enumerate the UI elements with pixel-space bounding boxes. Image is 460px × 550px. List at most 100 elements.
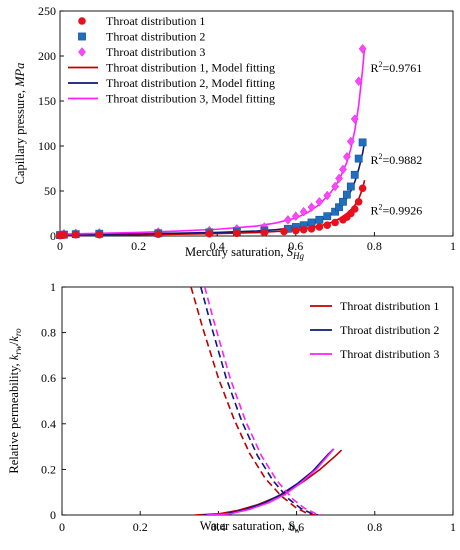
y-axis-subscript: rw [13,345,23,355]
data-point-diamond [284,215,292,225]
data-point-circle [323,221,332,229]
data-point-circle [260,228,269,237]
x-tick-label: 0 [59,520,65,534]
y-axis-var: k [7,336,21,342]
data-point-diamond [315,197,324,207]
data-point-diamond [354,76,363,86]
kro-curve [190,287,317,515]
r-squared-value: =0.9761 [382,61,422,75]
y-tick-label: 0.4 [41,417,56,431]
data-point-circle [233,229,241,238]
plot-frame [59,10,454,237]
x-tick-label: 0 [57,239,63,253]
x-axis-var: S [287,245,294,259]
legend-label: Throat distribution 3 [340,347,439,361]
y-tick-label: 150 [38,94,56,108]
data-point-circle [307,225,316,233]
x-axis-title: Mercury saturation, SHg [185,245,304,261]
legend-label: Throat distribution 1 [340,299,439,313]
r-squared-superscript: 2 [378,152,382,161]
data-point-circle [71,230,80,239]
data-point-square [323,212,332,221]
y-axis-unit: MPa [13,63,27,88]
y-axis-separator: / [7,341,21,345]
data-point-circle [154,230,163,238]
data-point-square [354,154,363,163]
y-tick-label: 1 [50,280,56,294]
data-point-square [350,170,359,179]
r-squared-label: R2=0.9926 [370,202,422,217]
y-tick-label: 100 [38,139,56,153]
r-squared-label: R2=0.9761 [370,60,422,75]
data-point-diamond [350,114,359,124]
legend-label: Throat distribution 2, Model fitting [106,76,275,90]
x-axis-title: Water saturation, Sw [200,519,300,535]
data-point-square [339,197,347,206]
data-point-diamond [291,211,300,221]
data-point-circle [292,226,300,235]
data-point-circle [331,218,339,227]
y-tick-label: 50 [44,184,56,198]
y-tick-label: 0 [50,229,56,243]
r-squared-value: =0.9926 [382,203,422,217]
data-point-square [78,32,86,41]
data-point-diamond [335,173,343,184]
relative-permeability-chart: 0 0.2 0.4 0.6 0.8 1 0 0.2 0.4 0.6 0.8 1 Water satura… [7,280,456,535]
data-point-square [315,215,324,224]
x-axis-subscript: Hg [292,251,304,261]
legend-label: Throat distribution 3, Model fitting [106,92,275,106]
data-point-circle [95,230,104,239]
plot-frame [61,286,454,516]
y-tick-label: 0.2 [41,462,56,476]
data-point-circle [299,225,308,234]
y-axis-subscript: ro [13,328,23,336]
data-point-circle [358,184,367,193]
y-axis-title: Capillary pressure, MPa [13,63,27,185]
data-point-diamond [78,47,86,57]
data-point-square [342,190,351,199]
r-squared-value: =0.9882 [382,153,422,167]
data-point-circle [350,205,359,213]
x-tick-label: 1 [450,239,456,253]
data-point-diamond [307,202,316,212]
data-point-diamond [358,44,367,54]
data-point-diamond [346,136,355,147]
x-tick-label: 0.4 [210,239,225,253]
data-point-circle [60,231,68,239]
data-point-circle [315,223,324,231]
data-point-square [335,203,343,212]
curve-group [190,287,343,515]
y-tick-label: 0 [50,508,56,522]
capillary-pressure-chart: 0 0.2 0.4 0.6 0.8 1 0 50 100 150 200 250 Mercury sat… [13,4,456,261]
x-tick-label: 0.8 [367,239,382,253]
x-tick-label: 0.8 [367,520,382,534]
x-tick-label: 0.4 [211,520,226,534]
x-tick-label: 0.6 [289,520,304,534]
krw-curve [206,448,335,515]
data-point-square [358,138,367,147]
legend-label: Throat distribution 2 [106,30,205,44]
y-tick-label: 0.6 [41,371,56,385]
r-squared-label: R2=0.9882 [370,152,422,167]
r-squared-superscript: 2 [378,202,382,211]
legend-label: Throat distribution 1, Model fitting [106,61,275,75]
data-point-circle [280,227,288,236]
data-point-diamond [339,164,347,175]
data-point-diamond [342,152,351,162]
kro-curve [200,287,319,515]
data-point-circle [78,17,86,25]
kro-curve [203,287,323,515]
data-point-square [346,182,355,191]
legend-label: Throat distribution 3 [106,45,205,59]
data-point-circle [205,229,214,238]
data-point-circle [354,198,363,206]
data-point-diamond [299,206,308,217]
y-tick-label: 200 [38,49,56,63]
x-tick-label: 0.6 [288,239,303,253]
x-tick-label: 0.2 [131,239,146,253]
y-tick-label: 0.8 [41,326,56,340]
y-axis-var: k [7,354,21,360]
x-tick-label: 1 [450,520,456,534]
y-axis-title: Relative permeability, krw/kro [7,328,23,474]
